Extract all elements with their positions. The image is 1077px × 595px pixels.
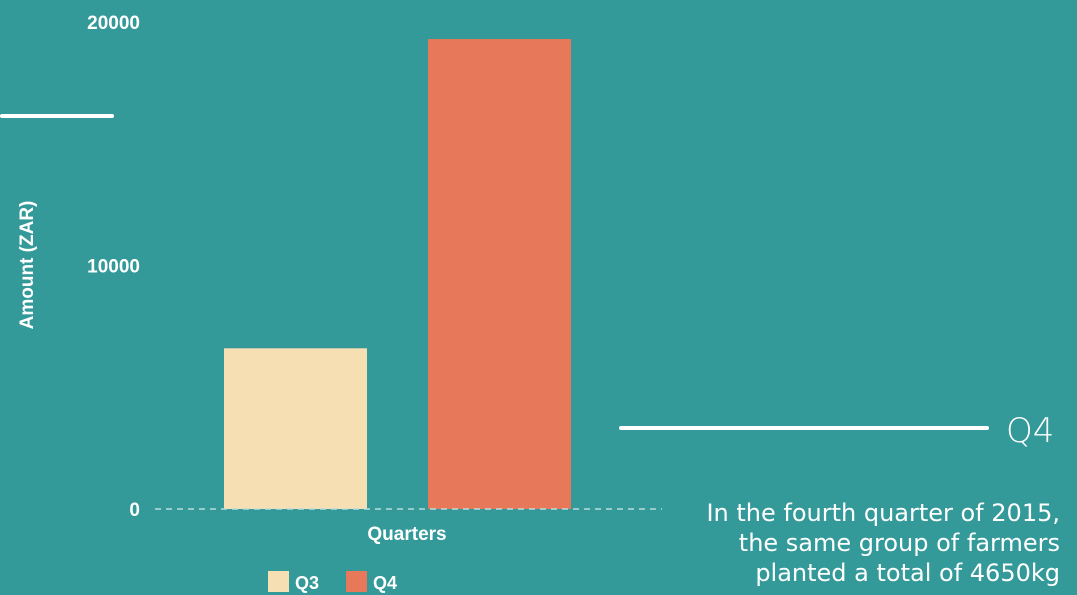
top-left-divider-line (0, 114, 114, 118)
legend: Q3 Q4 (268, 571, 397, 593)
caption-text: In the fourth quarter of 2015, the same … (660, 498, 1060, 588)
bar-q3 (224, 348, 367, 509)
legend-label: Q3 (295, 573, 319, 593)
y-tick-label: 0 (129, 500, 140, 521)
bar-chart: Amount (ZAR) 0 10000 20000 Quarters Q3 Q4 (17, 13, 662, 593)
bar-q4 (428, 39, 571, 510)
caption-line: the same group of farmers (738, 529, 1060, 557)
section-heading: Q4 (1006, 411, 1055, 451)
x-axis-title: Quarters (367, 524, 446, 545)
y-tick-label: 10000 (87, 257, 140, 278)
bars (224, 39, 571, 510)
legend-label: Q4 (373, 573, 397, 593)
y-tick-label: 20000 (87, 13, 140, 34)
legend-swatch (346, 571, 367, 592)
y-axis-ticks: 0 10000 20000 (87, 13, 140, 521)
caption-line: planted a total of 4650kg (755, 559, 1060, 587)
y-axis-title-group: Amount (ZAR) (17, 201, 38, 330)
caption-line: In the fourth quarter of 2015, (706, 499, 1060, 527)
legend-swatch (268, 571, 289, 592)
q4-heading-line (619, 426, 989, 430)
y-axis-title: Amount (ZAR) (17, 201, 38, 330)
